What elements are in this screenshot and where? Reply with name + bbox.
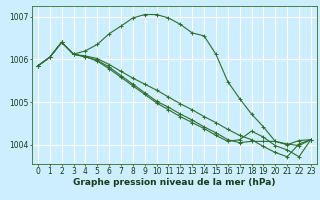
X-axis label: Graphe pression niveau de la mer (hPa): Graphe pression niveau de la mer (hPa) — [73, 178, 276, 187]
